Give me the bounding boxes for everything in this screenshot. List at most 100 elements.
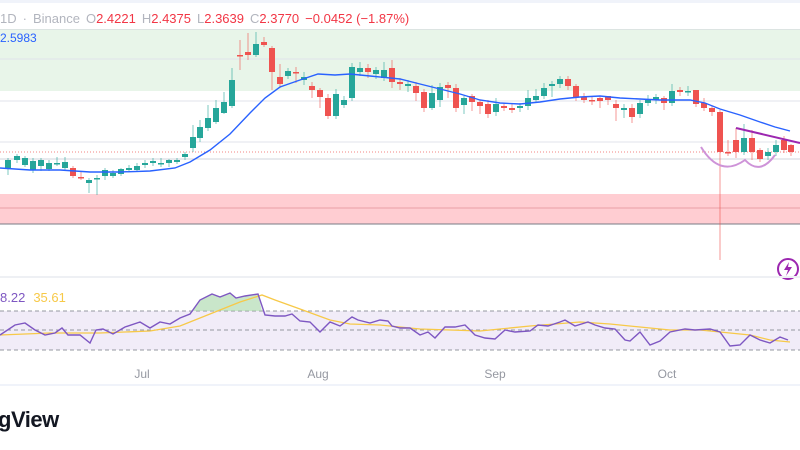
separator: · (22, 10, 27, 26)
candle (405, 80, 411, 92)
candle (733, 128, 739, 158)
rsi-value: 8.22 (0, 290, 26, 305)
low-value: L 2.3639 (197, 10, 244, 26)
candle (453, 84, 459, 112)
candle (134, 163, 140, 172)
candle (421, 89, 427, 112)
candle (213, 100, 219, 124)
candle (637, 100, 643, 118)
open-value: O 2.4221 (85, 10, 136, 26)
candle (190, 125, 196, 152)
candle (725, 140, 731, 156)
candle (197, 120, 203, 142)
neckline-trendline (735, 127, 800, 144)
candle (653, 94, 659, 104)
candle (389, 60, 395, 88)
candle (70, 166, 76, 178)
candle (54, 157, 60, 166)
rsi-pane[interactable] (0, 280, 800, 360)
candle (477, 100, 483, 114)
candle (581, 93, 587, 103)
candle (253, 32, 259, 57)
candle (150, 158, 156, 166)
top-border (0, 0, 800, 3)
candle (677, 87, 683, 96)
rsi-line (0, 292, 789, 347)
change-value: −0.0452 (−1.87%) (305, 10, 410, 26)
candle (182, 152, 188, 160)
candle (621, 104, 627, 118)
candle (613, 100, 619, 121)
candle (158, 158, 164, 167)
candle (94, 175, 100, 195)
rsi-ma-value: 35.61 (33, 290, 66, 305)
candle (174, 158, 180, 164)
candle (357, 62, 363, 76)
candle (437, 83, 443, 107)
candle (22, 156, 28, 167)
candle (589, 96, 595, 105)
candle (166, 159, 172, 167)
candle (597, 97, 603, 108)
candle (277, 64, 283, 88)
candle (541, 83, 547, 99)
support-zone (0, 194, 800, 224)
candle (341, 96, 347, 108)
candle (333, 89, 339, 119)
candle (62, 157, 68, 171)
moving-average-value: 2.5983 (0, 31, 37, 45)
candle (685, 86, 691, 96)
rsi-ma-line (0, 294, 791, 343)
candle (693, 90, 699, 107)
candle (221, 92, 227, 114)
candle (765, 148, 771, 160)
candle (205, 105, 211, 131)
high-value: H 2.4375 (141, 10, 191, 26)
close-value: C 2.3770 (250, 10, 300, 26)
candle (701, 98, 707, 111)
interval-label[interactable]: 1D (0, 10, 17, 26)
candle (469, 94, 475, 111)
candle (485, 100, 491, 118)
candle (565, 76, 571, 90)
candle (445, 82, 451, 98)
pane-separator[interactable] (0, 276, 800, 278)
candle (717, 110, 723, 260)
candle (46, 160, 52, 171)
candle (629, 104, 635, 123)
candle (325, 94, 331, 119)
candle (757, 148, 763, 162)
candle (237, 40, 243, 70)
candle (309, 82, 315, 98)
lightning-icon (784, 262, 792, 276)
time-axis-label: Jul (134, 367, 150, 381)
candle (645, 95, 651, 106)
candle (788, 144, 794, 156)
candle (269, 46, 275, 90)
candle (461, 96, 467, 114)
candle (245, 33, 251, 60)
candle (493, 98, 499, 116)
candle (501, 103, 507, 111)
candle (5, 158, 11, 175)
candle (669, 84, 675, 106)
candle (229, 68, 235, 108)
candle (38, 158, 44, 171)
candle (773, 140, 779, 156)
price-chart[interactable] (0, 29, 800, 274)
time-axis[interactable]: Jul Aug Sep Oct (0, 360, 800, 386)
candle (317, 88, 323, 108)
lightning-button[interactable] (777, 258, 799, 280)
overbought-fill (190, 293, 262, 314)
candle (30, 158, 36, 173)
candle (709, 106, 715, 116)
exchange-label: Binance (32, 10, 80, 26)
candle (749, 130, 755, 160)
candle (285, 68, 291, 79)
candle (533, 89, 539, 103)
candle (86, 178, 92, 193)
candle (573, 84, 579, 101)
candle (429, 85, 435, 110)
candle (14, 154, 20, 163)
brand-logo-text: gView (0, 407, 59, 432)
